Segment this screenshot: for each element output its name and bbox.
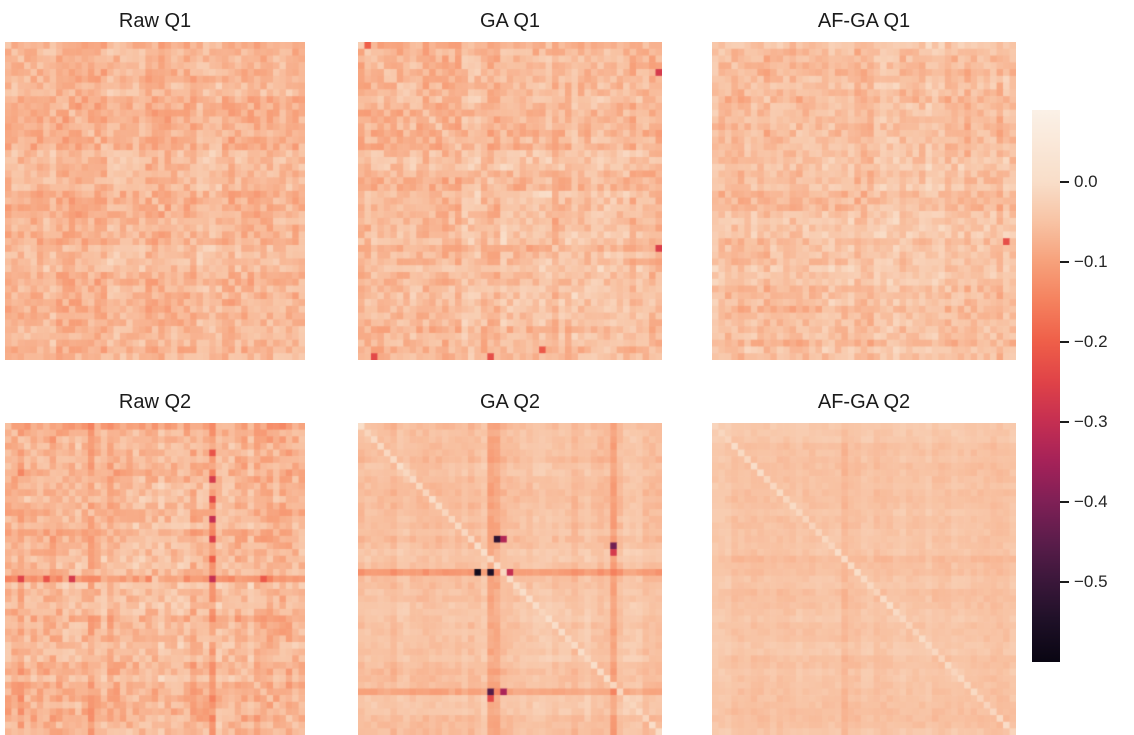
colorbar-tick-mark	[1060, 421, 1069, 423]
heatmap-ga-q2-canvas	[358, 423, 662, 735]
panel-title-ga-q2: GA Q2	[479, 391, 541, 413]
colorbar-tick-mark	[1060, 341, 1069, 343]
panel-title-ga-q1: GA Q1	[479, 10, 541, 32]
colorbar-gradient	[1032, 110, 1060, 662]
colorbar: 0.0 −0.1 −0.2 −0.3 −0.4 −0.5	[1032, 110, 1134, 662]
panel-ga-q2: GA Q2	[358, 389, 662, 735]
panel-title-raw-q2: Raw Q2	[118, 391, 192, 413]
colorbar-tick-label: 0.0	[1074, 172, 1098, 191]
colorbar-tick-label: −0.5	[1074, 572, 1108, 591]
colorbar-tick-label: −0.2	[1074, 332, 1108, 351]
colorbar-tick-label: −0.1	[1074, 252, 1108, 271]
panel-afga-q2: AF-GA Q2	[712, 389, 1016, 735]
colorbar-tick-mark	[1060, 501, 1069, 503]
panel-title-raw-q1: Raw Q1	[118, 10, 192, 32]
heatmap-afga-q1-canvas	[712, 42, 1016, 360]
colorbar-tick-mark	[1060, 181, 1069, 183]
heatmap-ga-q1-canvas	[358, 42, 662, 360]
panel-title-afga-q1: AF-GA Q1	[817, 10, 911, 32]
colorbar-tick-mark	[1060, 581, 1069, 583]
colorbar-tick-mark	[1060, 261, 1069, 263]
panel-afga-q1: AF-GA Q1	[712, 8, 1016, 360]
panel-raw-q2: Raw Q2	[5, 389, 305, 735]
panel-title-afga-q2: AF-GA Q2	[817, 391, 911, 413]
heatmap-afga-q2-canvas	[712, 423, 1016, 735]
colorbar-tick-label: −0.4	[1074, 492, 1108, 511]
panel-raw-q1: Raw Q1	[5, 8, 305, 360]
heatmap-raw-q1-canvas	[5, 42, 305, 360]
panel-ga-q1: GA Q1	[358, 8, 662, 360]
colorbar-tick-label: −0.3	[1074, 412, 1108, 431]
heatmap-raw-q2-canvas	[5, 423, 305, 735]
